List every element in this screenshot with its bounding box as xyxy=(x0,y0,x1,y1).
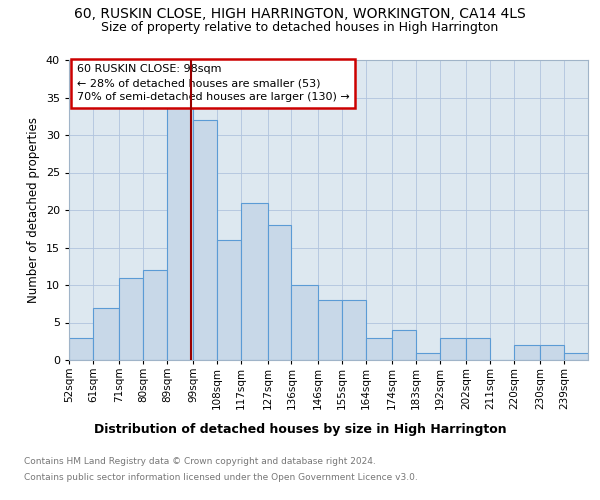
Bar xyxy=(292,285,318,360)
Bar xyxy=(564,352,588,360)
Bar xyxy=(268,225,292,360)
Bar xyxy=(541,345,564,360)
Bar xyxy=(514,345,541,360)
Bar xyxy=(69,338,93,360)
Bar xyxy=(93,308,119,360)
Bar xyxy=(217,240,241,360)
Bar xyxy=(193,120,217,360)
Text: Contains public sector information licensed under the Open Government Licence v3: Contains public sector information licen… xyxy=(24,472,418,482)
Bar xyxy=(119,278,143,360)
Text: 60, RUSKIN CLOSE, HIGH HARRINGTON, WORKINGTON, CA14 4LS: 60, RUSKIN CLOSE, HIGH HARRINGTON, WORKI… xyxy=(74,8,526,22)
Bar xyxy=(143,270,167,360)
Bar xyxy=(342,300,365,360)
Bar xyxy=(365,338,392,360)
Text: 60 RUSKIN CLOSE: 98sqm
← 28% of detached houses are smaller (53)
70% of semi-det: 60 RUSKIN CLOSE: 98sqm ← 28% of detached… xyxy=(77,64,350,102)
Bar xyxy=(416,352,440,360)
Text: Contains HM Land Registry data © Crown copyright and database right 2024.: Contains HM Land Registry data © Crown c… xyxy=(24,458,376,466)
Bar xyxy=(392,330,416,360)
Bar xyxy=(466,338,490,360)
Y-axis label: Number of detached properties: Number of detached properties xyxy=(27,117,40,303)
Text: Distribution of detached houses by size in High Harrington: Distribution of detached houses by size … xyxy=(94,422,506,436)
Bar xyxy=(167,105,193,360)
Bar xyxy=(318,300,342,360)
Bar xyxy=(241,202,268,360)
Bar xyxy=(440,338,466,360)
Text: Size of property relative to detached houses in High Harrington: Size of property relative to detached ho… xyxy=(101,22,499,35)
